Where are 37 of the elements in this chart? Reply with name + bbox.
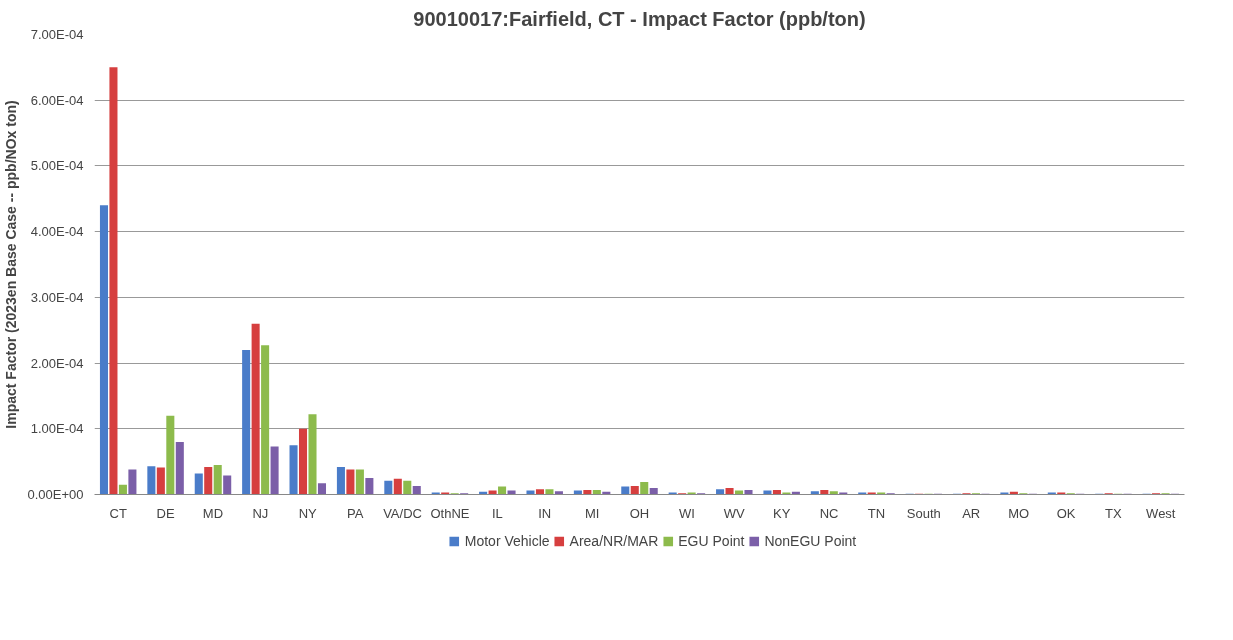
y-tick-label: 3.00E-04 — [30, 289, 84, 305]
x-tick-label: OH — [629, 505, 650, 521]
y-tick-label: 1.00E-04 — [30, 421, 84, 437]
y-tick-label: 5.00E-04 — [30, 158, 84, 174]
x-tick-label: DE — [156, 505, 175, 521]
x-tick-label: OthNE — [430, 505, 470, 521]
x-tick-label: WV — [723, 505, 746, 521]
chart-title: 90010017:Fairfield, CT - Impact Factor (ppb/ton) — [413, 7, 866, 30]
x-tick-label: CT — [109, 505, 127, 521]
x-tick-label: TX — [1105, 505, 1123, 521]
x-tick-label: West — [1146, 505, 1176, 521]
legend-label: EGU Point — [678, 533, 745, 549]
x-tick-label: IN — [538, 505, 552, 521]
legend-label: Motor Vehicle — [464, 533, 550, 549]
x-tick-label: MI — [584, 505, 600, 521]
y-tick-label: 2.00E-04 — [30, 355, 84, 371]
x-tick-label: MO — [1008, 505, 1030, 521]
legend-label: Area/NR/MAR — [569, 533, 659, 549]
x-tick-label: MD — [202, 505, 224, 521]
x-tick-label: OK — [1056, 505, 1076, 521]
x-tick-label: KY — [773, 505, 791, 521]
x-tick-label: NY — [298, 505, 318, 521]
x-tick-label: PA — [346, 505, 364, 521]
x-tick-label: AR — [962, 505, 981, 521]
y-tick-label: 4.00E-04 — [30, 224, 84, 240]
y-axis-title: Impact Factor (2023en Base Case -- ppb/NOx ton) — [3, 100, 20, 429]
legend-label: NonEGU Point — [764, 533, 857, 549]
x-tick-label: WI — [678, 505, 695, 521]
y-tick-label: 7.00E-04 — [30, 27, 84, 42]
x-tick-label: South — [906, 505, 941, 521]
x-tick-label: VA/DC — [383, 505, 422, 521]
x-tick-label: NJ — [252, 505, 269, 521]
y-tick-label: 6.00E-04 — [30, 92, 84, 108]
y-tick-label: 0.00E+00 — [27, 487, 84, 502]
x-tick-label: NC — [819, 505, 839, 521]
x-tick-label: IL — [491, 505, 503, 521]
x-tick-label: TN — [867, 505, 886, 521]
